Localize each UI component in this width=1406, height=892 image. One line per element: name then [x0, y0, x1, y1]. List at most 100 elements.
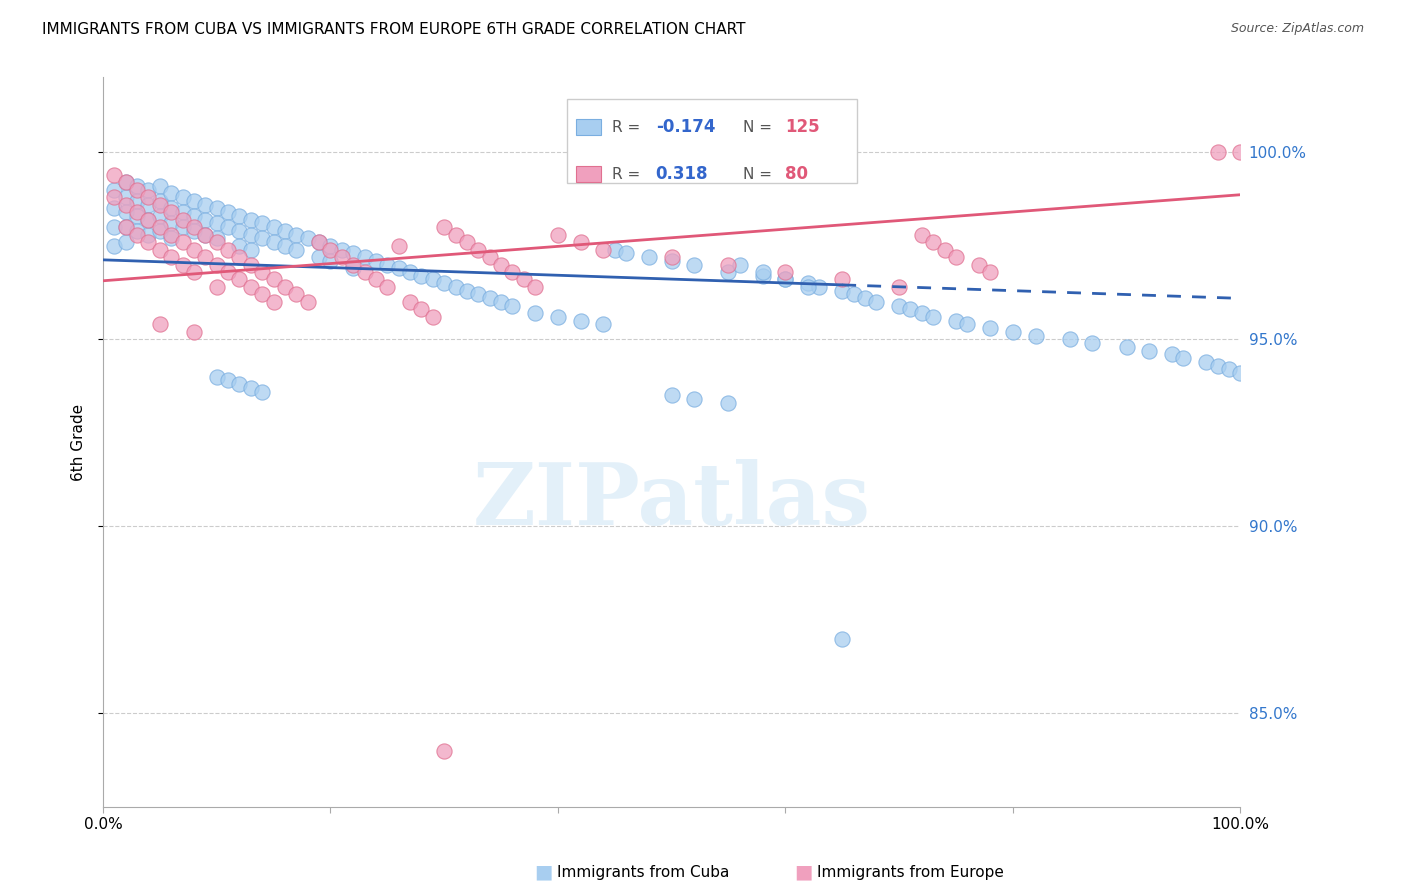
Point — [138, 212, 160, 227]
Point — [239, 280, 262, 294]
Point — [103, 220, 125, 235]
Point — [114, 197, 136, 211]
Point — [364, 253, 387, 268]
Point — [217, 205, 239, 219]
Point — [125, 224, 148, 238]
Point — [467, 243, 489, 257]
Point — [683, 392, 706, 407]
Point — [456, 284, 478, 298]
Point — [501, 299, 523, 313]
Point — [1137, 343, 1160, 358]
Point — [103, 183, 125, 197]
Point — [1001, 325, 1024, 339]
Point — [614, 246, 637, 260]
Point — [205, 235, 228, 249]
Point — [831, 284, 853, 298]
Point — [1206, 359, 1229, 373]
Point — [228, 250, 250, 264]
Point — [239, 212, 262, 227]
Point — [308, 235, 330, 249]
Point — [342, 261, 364, 276]
Point — [217, 265, 239, 279]
Point — [308, 235, 330, 249]
Point — [274, 239, 297, 253]
Point — [228, 272, 250, 286]
Point — [160, 205, 183, 219]
Point — [934, 243, 956, 257]
Point — [228, 239, 250, 253]
Text: 80: 80 — [786, 166, 808, 184]
Point — [887, 280, 910, 294]
Point — [444, 280, 467, 294]
Point — [637, 250, 659, 264]
Point — [831, 632, 853, 646]
Point — [297, 294, 319, 309]
Point — [775, 272, 797, 286]
Point — [1218, 362, 1240, 376]
Point — [911, 227, 934, 242]
Point — [274, 224, 297, 238]
Point — [138, 190, 160, 204]
Point — [683, 258, 706, 272]
Point — [456, 235, 478, 249]
Point — [603, 243, 626, 257]
Point — [661, 250, 683, 264]
Point — [285, 287, 308, 301]
Point — [524, 306, 547, 320]
Point — [297, 231, 319, 245]
Point — [422, 310, 444, 324]
Point — [513, 272, 536, 286]
Point — [263, 294, 285, 309]
Point — [1161, 347, 1184, 361]
Point — [592, 243, 614, 257]
Point — [103, 190, 125, 204]
Point — [125, 183, 148, 197]
Point — [149, 194, 172, 208]
Point — [228, 224, 250, 238]
Point — [922, 310, 945, 324]
Point — [1059, 332, 1081, 346]
Point — [478, 250, 501, 264]
Point — [489, 258, 512, 272]
Point — [501, 265, 523, 279]
Point — [149, 224, 172, 238]
Point — [375, 280, 398, 294]
Point — [172, 205, 194, 219]
FancyBboxPatch shape — [567, 99, 858, 183]
Point — [945, 313, 967, 327]
Point — [728, 258, 751, 272]
Point — [1206, 145, 1229, 160]
Text: 125: 125 — [786, 118, 820, 136]
Point — [433, 220, 456, 235]
Point — [797, 276, 820, 290]
Point — [285, 243, 308, 257]
Point — [205, 216, 228, 230]
Point — [194, 197, 217, 211]
Point — [217, 243, 239, 257]
Point — [103, 239, 125, 253]
Point — [433, 276, 456, 290]
Point — [114, 175, 136, 189]
Point — [433, 744, 456, 758]
Point — [375, 258, 398, 272]
Point — [205, 280, 228, 294]
Point — [194, 212, 217, 227]
Point — [250, 231, 273, 245]
Point — [319, 253, 342, 268]
Point — [967, 258, 990, 272]
Point — [250, 384, 273, 399]
Point — [319, 239, 342, 253]
Point — [887, 299, 910, 313]
Point — [308, 250, 330, 264]
Point — [149, 243, 172, 257]
Text: N =: N = — [744, 120, 778, 135]
Point — [1195, 355, 1218, 369]
Point — [751, 268, 773, 283]
Point — [274, 280, 297, 294]
Point — [172, 212, 194, 227]
Text: Immigrants from Cuba: Immigrants from Cuba — [557, 865, 730, 880]
Point — [945, 250, 967, 264]
Point — [194, 250, 217, 264]
Point — [149, 318, 172, 332]
Point — [114, 175, 136, 189]
